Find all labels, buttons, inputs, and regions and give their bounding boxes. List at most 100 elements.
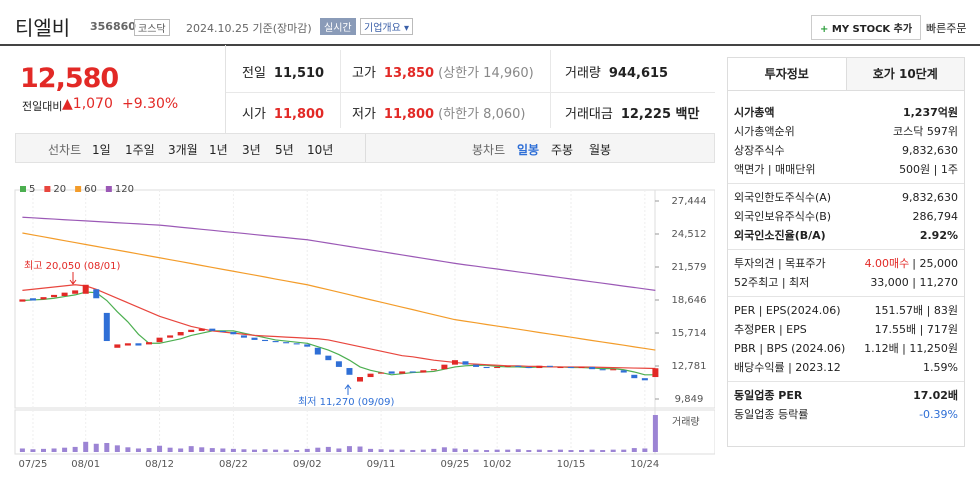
volume-bar (579, 450, 585, 452)
candle-body (430, 369, 437, 371)
invest-group: 외국인한도주식수(A) 9,832,630 외국인보유주식수(B) 286,794 외국… (728, 184, 964, 250)
stock-name: 티엘비 (15, 16, 71, 40)
candle-body (515, 365, 522, 367)
candle-body (198, 328, 205, 331)
candle-body (314, 347, 321, 355)
annotation: 최고 20,050 (08/01) (24, 260, 120, 272)
volume-bar (262, 449, 268, 452)
candle-body (620, 370, 627, 373)
invest-tab[interactable]: 투자정보 (764, 67, 809, 81)
period-tab[interactable]: 3개월 (168, 143, 198, 157)
stat-label: 거래량 (565, 66, 601, 81)
invest-value-wrap: 2.92% (920, 226, 958, 245)
invest-tab[interactable]: 호가 10단계 (845, 58, 964, 90)
annotation-arrow (69, 272, 77, 285)
invest-value: 17.55배 | 717원 (874, 323, 958, 336)
invest-group: 동일업종 PER 17.02배 동일업종 등락률 -0.39% (728, 382, 964, 428)
invest-value: 1.59% (923, 361, 958, 374)
invest-value: 33,000 | 11,270 (870, 276, 958, 289)
candle-body (525, 366, 532, 369)
volume-bar (600, 450, 606, 452)
candle-body (114, 344, 121, 348)
candle-tab[interactable]: 일봉 (517, 143, 540, 157)
period-tab[interactable]: 5년 (275, 143, 294, 157)
invest-label: 시가총액 (734, 106, 775, 119)
invest-row: 동일업종 등락률 -0.39% (734, 405, 958, 424)
period-tab[interactable]: 1일 (92, 143, 111, 157)
change-value: 1,070 (72, 96, 113, 112)
volume-bar (209, 448, 215, 452)
x-tick-label: 08/01 (71, 459, 100, 470)
invest-value: 9,832,630 (902, 144, 958, 157)
stat-value: 11,800 (383, 107, 435, 122)
period-tab[interactable]: 1주일 (125, 143, 155, 157)
volume-bar (589, 449, 595, 452)
plus-icon: + (820, 24, 829, 35)
candle-body (441, 364, 448, 370)
volume-bar (199, 447, 205, 452)
candle-body (135, 343, 142, 346)
legend-swatch (20, 186, 26, 192)
volume-bar (389, 449, 395, 452)
realtime-badge[interactable]: 실시간 (320, 18, 356, 35)
invest-label: PBR | BPS (2024.06) (734, 342, 846, 355)
candle-body (167, 335, 174, 338)
candle-body (652, 368, 659, 378)
candle-tab[interactable]: 주봉 (551, 143, 574, 157)
legend-swatch (75, 186, 82, 192)
volume-bar (230, 448, 236, 452)
candle-body (93, 289, 100, 299)
period-tab[interactable]: 3년 (242, 143, 261, 157)
moving-average (22, 216, 656, 291)
volume-bar (104, 442, 110, 452)
invest-value-wrap: 9,832,630 (902, 188, 958, 207)
invest-value-wrap: 1,237억원 (903, 103, 958, 122)
stat: 전일 11,510 (242, 62, 324, 81)
divider (365, 134, 366, 162)
invest-group: 시가총액 1,237억원 시가총액순위 코스닥 597위 상장주식수 9,832,630 액… (728, 99, 964, 184)
candle-body (357, 377, 363, 382)
volume-bar (283, 449, 289, 452)
change: ▲1,070 (62, 96, 113, 112)
volume-bar (494, 449, 500, 452)
volume-bar (346, 446, 352, 452)
candle-body (103, 312, 110, 342)
invest-group: PER | EPS(2024.06) 151.57배 | 83원 추정PER | E… (728, 297, 964, 382)
volume-bar (178, 448, 184, 452)
stat-label: 거래대금 (565, 107, 613, 122)
mystock-button[interactable]: + MY STOCK 추가 (811, 15, 922, 40)
y-tick-label: 9,849 (675, 394, 704, 405)
volume-bar (41, 448, 46, 452)
volume-bar (220, 448, 226, 452)
volume-bar (30, 449, 36, 452)
invest-value-wrap: 17.55배 | 717원 (875, 320, 958, 339)
invest-value: 151.57배 | 83원 (874, 304, 958, 317)
period-tab[interactable]: 10년 (307, 143, 334, 157)
legend-label: 60 (84, 184, 97, 195)
legend-swatch (105, 186, 112, 192)
y-tick-label: 27,444 (672, 196, 707, 207)
invest-tabs: 투자정보 호가 10단계 (728, 58, 964, 91)
candle-body (293, 343, 300, 345)
moving-average (22, 284, 656, 370)
order-link[interactable]: 빠른주문 (926, 22, 967, 35)
volume-bar (463, 449, 468, 452)
date: 2024.10.25 기준(장마감) (186, 22, 312, 35)
y-tick-label: 24,512 (672, 229, 707, 240)
candle-body (378, 372, 385, 374)
invest-row: 외국인보유주식수(B) 286,794 (734, 207, 958, 226)
candle-body (557, 366, 564, 369)
candle-tab[interactable]: 월봉 (589, 143, 612, 157)
candle-body (599, 369, 606, 371)
candle-body (451, 360, 458, 365)
stat: 시가 11,800 (242, 103, 324, 122)
invest-label: PER | EPS(2024.06) (734, 304, 841, 317)
company-dropdown[interactable]: 기업개요 ▾ (360, 18, 414, 35)
volume-bar (431, 448, 437, 452)
period-tab[interactable]: 1년 (209, 143, 228, 157)
x-tick-label: 08/22 (219, 459, 248, 470)
y-tick-label: 12,781 (672, 361, 707, 372)
candle-body (568, 366, 574, 369)
invest-row: PER | EPS(2024.06) 151.57배 | 83원 (734, 301, 958, 320)
